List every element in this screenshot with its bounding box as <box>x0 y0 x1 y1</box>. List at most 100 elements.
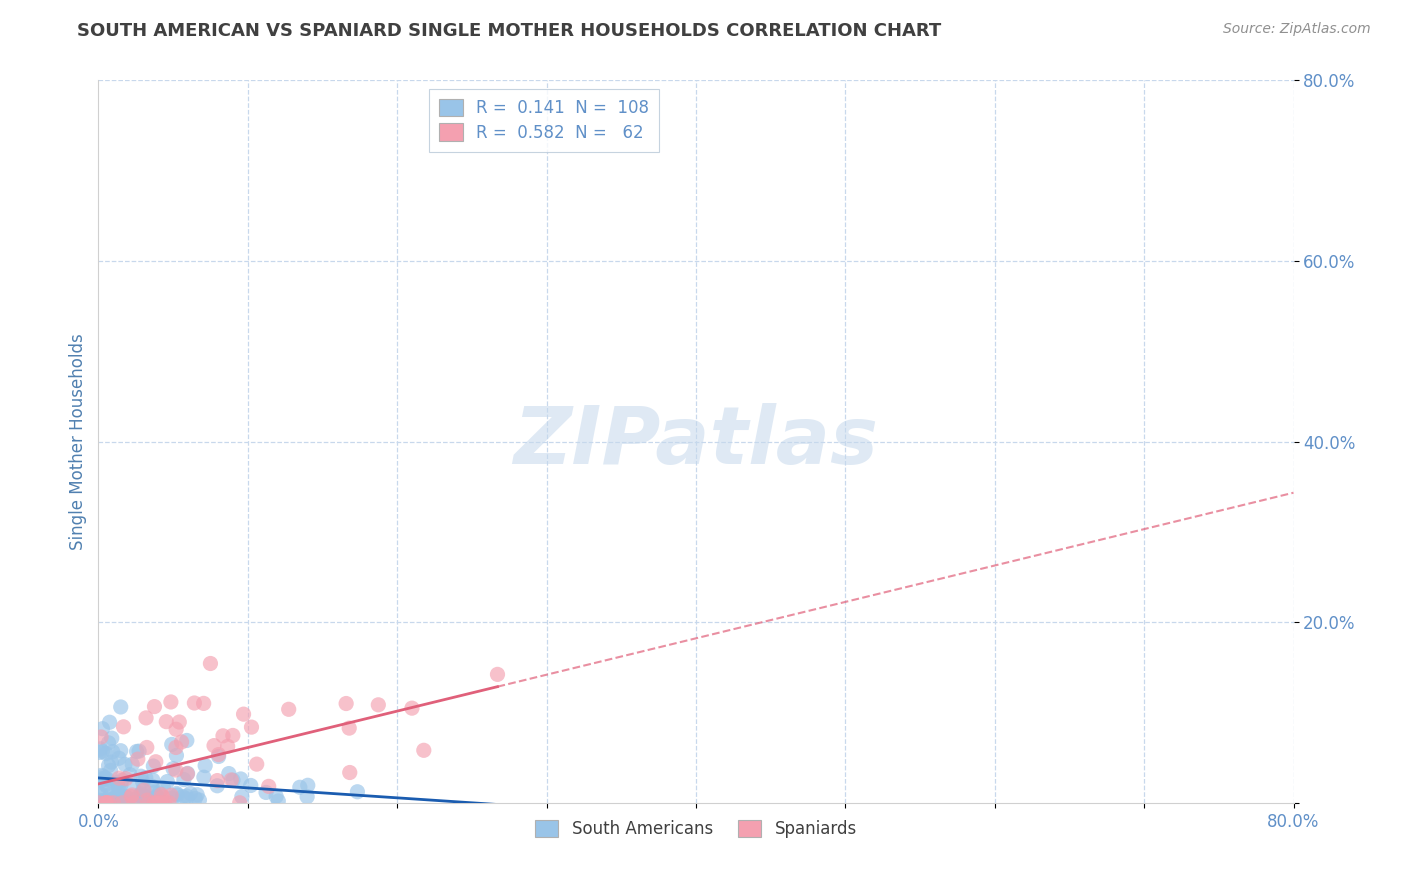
Point <box>91 769 114 783</box>
Point <box>114 790 136 805</box>
Point <box>143 796 166 810</box>
Point <box>346 785 368 799</box>
Point <box>222 728 245 742</box>
Point <box>105 792 128 806</box>
Point <box>122 780 145 794</box>
Point <box>150 788 173 802</box>
Point <box>155 714 177 729</box>
Legend: South Americans, Spaniards: South Americans, Spaniards <box>529 814 863 845</box>
Point <box>98 715 121 730</box>
Point <box>103 796 125 810</box>
Point <box>100 755 122 769</box>
Point <box>121 796 143 810</box>
Point <box>111 791 134 805</box>
Point <box>138 796 160 810</box>
Point <box>183 696 205 710</box>
Point <box>254 785 277 799</box>
Point <box>125 744 148 758</box>
Point <box>115 789 138 804</box>
Point <box>108 751 131 765</box>
Point <box>231 789 253 804</box>
Point <box>176 789 198 803</box>
Point <box>232 707 254 722</box>
Point <box>89 746 111 760</box>
Point <box>100 792 122 806</box>
Point <box>89 793 111 807</box>
Point <box>91 773 114 788</box>
Point <box>152 789 174 804</box>
Y-axis label: Single Mother Households: Single Mother Households <box>69 334 87 549</box>
Point <box>96 795 118 809</box>
Point <box>150 796 173 810</box>
Point <box>87 786 110 800</box>
Point <box>110 700 132 714</box>
Point <box>200 657 222 671</box>
Point <box>176 766 198 780</box>
Point <box>194 758 217 772</box>
Point <box>96 796 118 810</box>
Point <box>288 780 311 795</box>
Point <box>121 788 143 802</box>
Point <box>122 796 145 810</box>
Point <box>128 789 150 803</box>
Point <box>97 758 120 772</box>
Point <box>148 796 170 810</box>
Point <box>176 766 198 780</box>
Text: ZIPatlas: ZIPatlas <box>513 402 879 481</box>
Point <box>186 788 208 802</box>
Point <box>96 772 118 787</box>
Point <box>112 720 135 734</box>
Point <box>207 773 229 788</box>
Point <box>135 771 157 785</box>
Point <box>93 795 115 809</box>
Point <box>100 764 122 778</box>
Point <box>131 789 153 804</box>
Point <box>160 789 183 803</box>
Point <box>156 774 179 789</box>
Point <box>184 791 207 805</box>
Point <box>108 789 131 804</box>
Point <box>97 736 120 750</box>
Point <box>90 768 112 782</box>
Point <box>257 780 280 794</box>
Point <box>104 790 127 805</box>
Point <box>101 745 124 759</box>
Point <box>193 770 215 784</box>
Point <box>212 729 235 743</box>
Point <box>170 735 193 749</box>
Point <box>90 730 112 744</box>
Point <box>165 740 187 755</box>
Point <box>93 794 115 808</box>
Point <box>166 787 188 801</box>
Point <box>145 789 167 804</box>
Point <box>160 695 183 709</box>
Point <box>89 742 111 756</box>
Point <box>91 722 114 736</box>
Point <box>162 762 184 776</box>
Point <box>96 796 118 810</box>
Point <box>217 739 239 754</box>
Point <box>486 667 509 681</box>
Point <box>157 796 180 810</box>
Point <box>141 779 163 793</box>
Point <box>111 796 134 810</box>
Point <box>207 749 229 764</box>
Point <box>412 743 434 757</box>
Point <box>100 793 122 807</box>
Point <box>129 769 152 783</box>
Point <box>94 777 117 791</box>
Point <box>339 765 361 780</box>
Point <box>160 791 183 805</box>
Point <box>135 711 157 725</box>
Point <box>239 779 262 793</box>
Point <box>114 772 136 786</box>
Point <box>207 779 229 793</box>
Point <box>142 773 165 788</box>
Text: Source: ZipAtlas.com: Source: ZipAtlas.com <box>1223 22 1371 37</box>
Point <box>108 783 131 797</box>
Point <box>367 698 389 712</box>
Point <box>110 744 132 758</box>
Point <box>134 789 156 804</box>
Point <box>114 757 136 772</box>
Point <box>207 747 229 762</box>
